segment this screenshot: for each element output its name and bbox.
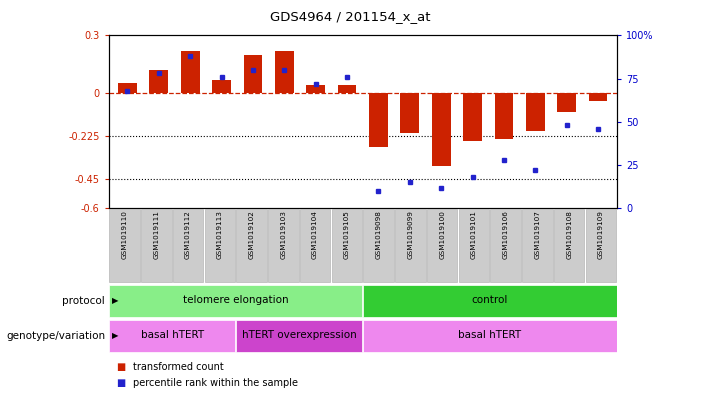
Bar xyxy=(463,93,482,141)
Bar xyxy=(236,320,362,352)
Bar xyxy=(300,209,330,282)
Text: ■: ■ xyxy=(116,378,125,388)
Bar xyxy=(332,209,362,282)
Bar xyxy=(275,51,294,93)
Text: GSM1019105: GSM1019105 xyxy=(344,211,350,259)
Bar xyxy=(109,209,139,282)
Text: protocol: protocol xyxy=(62,296,105,306)
Text: telomere elongation: telomere elongation xyxy=(183,295,289,305)
Text: GSM1019102: GSM1019102 xyxy=(249,211,254,259)
Text: percentile rank within the sample: percentile rank within the sample xyxy=(133,378,298,388)
Bar xyxy=(427,209,458,282)
Bar xyxy=(205,209,235,282)
Bar xyxy=(557,93,576,112)
Bar xyxy=(363,285,617,317)
Bar xyxy=(109,320,236,352)
Text: control: control xyxy=(472,295,508,305)
Bar xyxy=(243,55,262,93)
Bar xyxy=(395,209,426,282)
Bar xyxy=(338,85,357,93)
Bar xyxy=(432,93,451,166)
Text: GSM1019104: GSM1019104 xyxy=(312,211,318,259)
Bar xyxy=(400,93,419,133)
Text: GSM1019112: GSM1019112 xyxy=(185,211,191,259)
Bar xyxy=(212,79,231,93)
Text: GSM1019098: GSM1019098 xyxy=(376,211,381,259)
Bar xyxy=(109,285,362,317)
Text: GSM1019106: GSM1019106 xyxy=(503,211,509,259)
Bar xyxy=(554,209,585,282)
Bar xyxy=(118,83,137,93)
Text: transformed count: transformed count xyxy=(133,362,224,373)
Text: ■: ■ xyxy=(116,362,125,373)
Bar xyxy=(363,320,617,352)
Bar xyxy=(306,85,325,93)
Bar xyxy=(181,51,200,93)
Bar xyxy=(494,93,513,139)
Text: GSM1019101: GSM1019101 xyxy=(471,211,477,259)
Bar xyxy=(173,209,203,282)
Bar xyxy=(586,209,616,282)
Bar xyxy=(236,209,267,282)
Bar xyxy=(491,209,521,282)
Text: GSM1019109: GSM1019109 xyxy=(598,211,604,259)
Text: basal hTERT: basal hTERT xyxy=(458,330,522,340)
Text: genotype/variation: genotype/variation xyxy=(6,331,105,341)
Text: basal hTERT: basal hTERT xyxy=(141,330,204,340)
Text: GSM1019099: GSM1019099 xyxy=(407,211,414,259)
Text: ▶: ▶ xyxy=(112,296,118,305)
Bar xyxy=(458,209,489,282)
Text: GSM1019110: GSM1019110 xyxy=(121,211,128,259)
Text: GSM1019108: GSM1019108 xyxy=(566,211,572,259)
Text: GSM1019100: GSM1019100 xyxy=(440,211,445,259)
Text: GSM1019103: GSM1019103 xyxy=(280,211,286,259)
Bar xyxy=(526,93,545,131)
Bar xyxy=(268,209,299,282)
Bar xyxy=(141,209,172,282)
Text: GDS4964 / 201154_x_at: GDS4964 / 201154_x_at xyxy=(271,10,430,23)
Text: GSM1019111: GSM1019111 xyxy=(154,211,159,259)
Bar xyxy=(363,209,394,282)
Text: hTERT overexpression: hTERT overexpression xyxy=(242,330,357,340)
Bar xyxy=(369,93,388,147)
Bar xyxy=(522,209,552,282)
Text: GSM1019113: GSM1019113 xyxy=(217,211,223,259)
Bar xyxy=(589,93,608,101)
Bar xyxy=(149,70,168,93)
Text: GSM1019107: GSM1019107 xyxy=(534,211,540,259)
Text: ▶: ▶ xyxy=(112,332,118,340)
